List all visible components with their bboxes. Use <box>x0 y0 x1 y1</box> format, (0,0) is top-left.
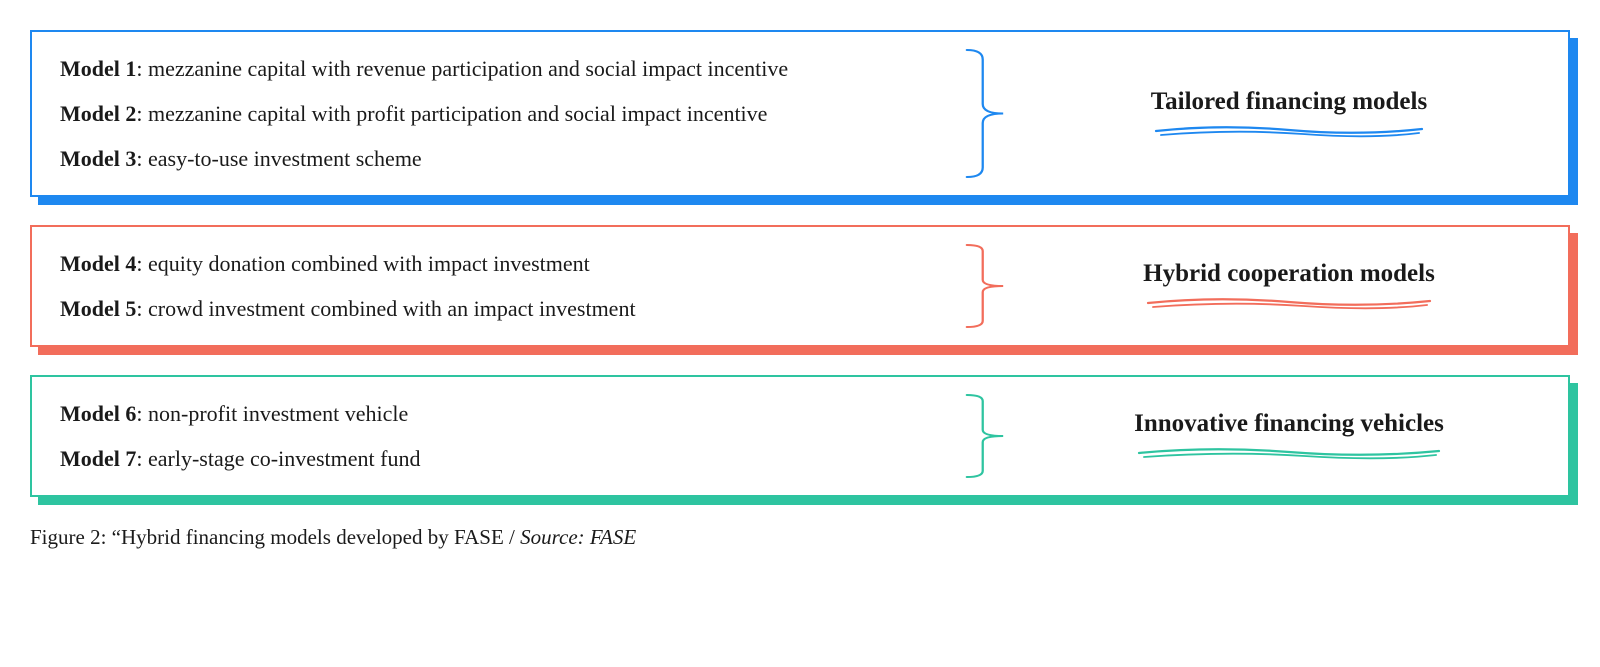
group-box: Model 4: equity donation combined with i… <box>30 225 1570 347</box>
model-label: Model 3 <box>60 146 136 171</box>
scribble-underline-icon <box>1134 444 1444 462</box>
model-description: : early-stage co-investment fund <box>136 446 420 471</box>
model-description: : crowd investment combined with an impa… <box>136 296 635 321</box>
model-label: Model 6 <box>60 401 136 426</box>
category-label: Innovative financing vehicles <box>1134 410 1444 438</box>
caption-source: Source: FASE <box>520 525 636 549</box>
models-column: Model 4: equity donation combined with i… <box>60 241 960 331</box>
models-column: Model 6: non-profit investment vehicleMo… <box>60 391 960 481</box>
group-box: Model 1: mezzanine capital with revenue … <box>30 30 1570 197</box>
model-description: : mezzanine capital with revenue partici… <box>136 56 788 81</box>
brace-column <box>960 241 1010 331</box>
category-label: Hybrid cooperation models <box>1143 260 1435 288</box>
model-description: : mezzanine capital with profit particip… <box>136 101 767 126</box>
model-group: Model 6: non-profit investment vehicleMo… <box>30 375 1570 497</box>
model-description: : equity donation combined with impact i… <box>136 251 589 276</box>
category-column: Innovative financing vehicles <box>1010 391 1548 481</box>
model-line: Model 1: mezzanine capital with revenue … <box>60 46 960 91</box>
category-label: Tailored financing models <box>1151 88 1427 116</box>
model-label: Model 7 <box>60 446 136 471</box>
model-line: Model 7: early-stage co-investment fund <box>60 436 960 481</box>
models-column: Model 1: mezzanine capital with revenue … <box>60 46 960 181</box>
brace-column <box>960 391 1010 481</box>
model-line: Model 3: easy-to-use investment scheme <box>60 136 960 181</box>
caption-text: Figure 2: “Hybrid financing models devel… <box>30 525 520 549</box>
scribble-underline-icon <box>1151 122 1427 140</box>
model-description: : non-profit investment vehicle <box>136 401 408 426</box>
model-label: Model 5 <box>60 296 136 321</box>
model-label: Model 4 <box>60 251 136 276</box>
model-group: Model 4: equity donation combined with i… <box>30 225 1570 347</box>
curly-brace-icon <box>960 241 1010 331</box>
curly-brace-icon <box>960 391 1010 481</box>
scribble-underline-icon <box>1143 294 1435 312</box>
model-line: Model 4: equity donation combined with i… <box>60 241 960 286</box>
model-line: Model 6: non-profit investment vehicle <box>60 391 960 436</box>
figure-caption: Figure 2: “Hybrid financing models devel… <box>30 525 1570 550</box>
model-line: Model 2: mezzanine capital with profit p… <box>60 91 960 136</box>
model-line: Model 5: crowd investment combined with … <box>60 286 960 331</box>
group-box: Model 6: non-profit investment vehicleMo… <box>30 375 1570 497</box>
model-label: Model 2 <box>60 101 136 126</box>
model-description: : easy-to-use investment scheme <box>136 146 421 171</box>
category-column: Tailored financing models <box>1010 46 1548 181</box>
curly-brace-icon <box>960 46 1010 181</box>
model-group: Model 1: mezzanine capital with revenue … <box>30 30 1570 197</box>
category-column: Hybrid cooperation models <box>1010 241 1548 331</box>
model-label: Model 1 <box>60 56 136 81</box>
brace-column <box>960 46 1010 181</box>
